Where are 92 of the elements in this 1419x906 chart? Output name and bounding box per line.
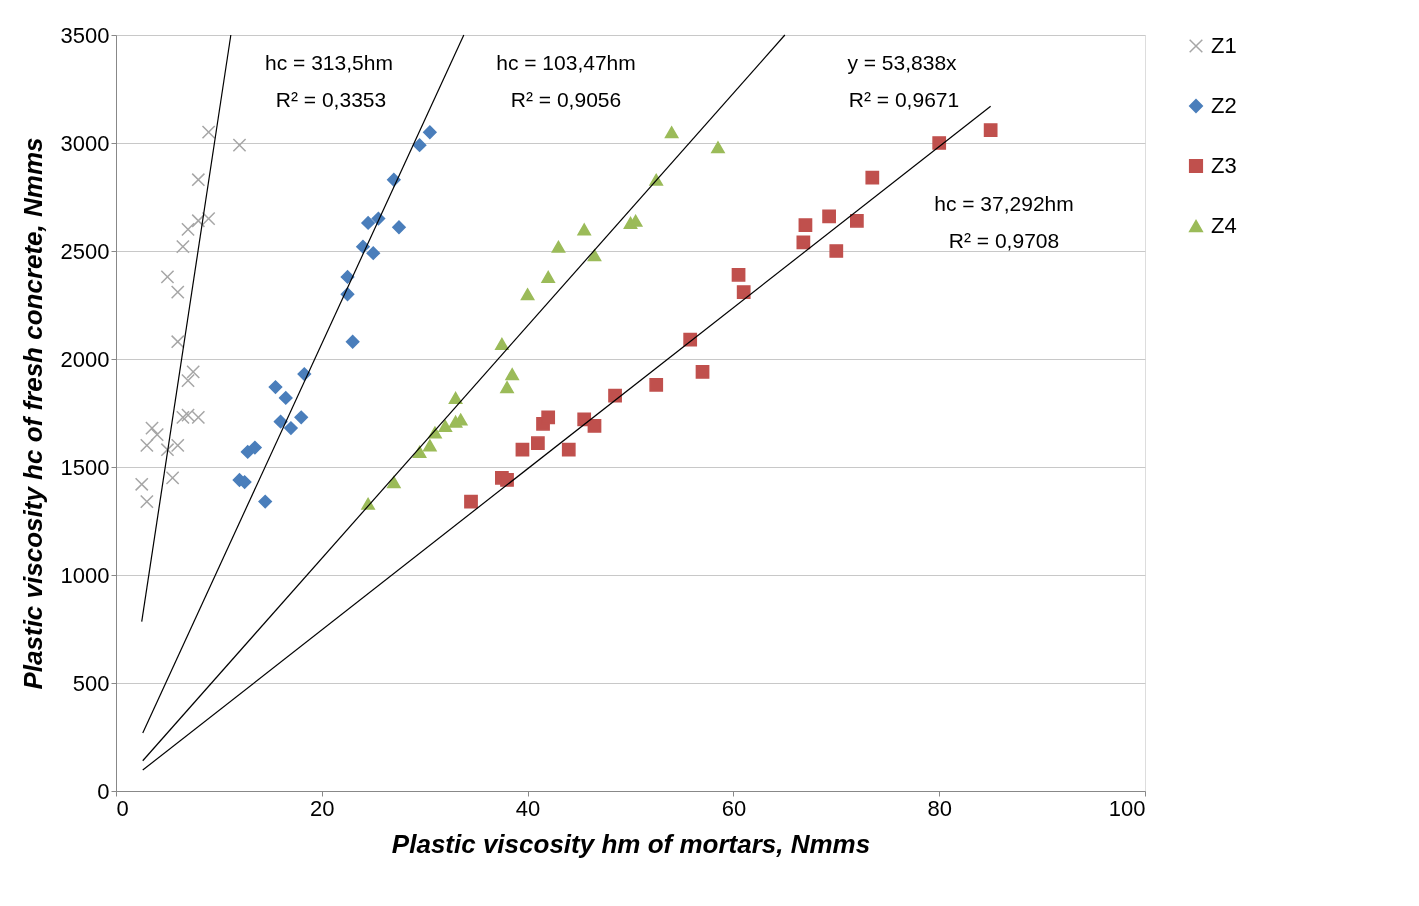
point <box>422 439 437 452</box>
point <box>608 388 622 403</box>
point <box>294 410 309 425</box>
point <box>170 285 185 299</box>
point <box>140 438 154 453</box>
point <box>201 125 216 140</box>
point <box>865 170 880 185</box>
point <box>520 288 535 301</box>
point <box>438 419 453 433</box>
point <box>531 436 545 451</box>
point <box>248 440 262 455</box>
point <box>340 270 355 284</box>
point <box>176 239 190 254</box>
point <box>422 125 437 140</box>
point <box>649 378 664 392</box>
point <box>495 337 509 350</box>
point <box>448 391 463 404</box>
point <box>366 246 381 261</box>
point <box>664 126 679 139</box>
legend-label: Z2 <box>1211 93 1237 118</box>
point <box>284 421 298 435</box>
point <box>515 442 530 457</box>
point <box>731 267 746 282</box>
point <box>500 473 514 487</box>
point <box>140 494 154 509</box>
point <box>541 410 556 425</box>
y-tick-label: 2500 <box>60 238 110 264</box>
point <box>181 373 195 388</box>
point <box>191 172 206 187</box>
point <box>796 235 811 250</box>
point <box>160 270 175 284</box>
x-tick-label: 20 <box>310 795 335 821</box>
point <box>551 240 566 253</box>
point <box>736 285 751 299</box>
point <box>345 334 360 349</box>
y-tick-label: 3000 <box>60 130 110 156</box>
point <box>278 391 293 405</box>
point <box>561 442 576 457</box>
point <box>822 209 836 224</box>
point <box>829 244 844 258</box>
point <box>500 381 514 394</box>
point <box>145 421 159 435</box>
point <box>386 476 401 489</box>
point <box>798 218 813 232</box>
point <box>541 270 556 283</box>
point <box>160 442 175 457</box>
y-tick-label: 1000 <box>60 562 110 588</box>
point <box>983 123 998 137</box>
point <box>587 419 602 433</box>
annotation: hc = 313,5hm <box>265 51 393 74</box>
point <box>181 222 195 237</box>
annotation: R² = 0,9056 <box>510 88 622 111</box>
point <box>392 220 406 235</box>
y-tick-label: 2000 <box>60 346 110 372</box>
point <box>268 380 283 394</box>
y-tick-label: 3500 <box>60 22 110 48</box>
x-tick-label: 0 <box>116 795 129 821</box>
x-tick-label: 80 <box>927 795 952 821</box>
point <box>134 477 149 492</box>
x-tick-label: 100 <box>1108 795 1146 821</box>
point <box>464 494 478 509</box>
point <box>361 216 375 230</box>
point <box>412 138 427 153</box>
annotation: R² = 0,9708 <box>948 229 1060 252</box>
point <box>273 414 288 429</box>
y-tick-label: 0 <box>97 778 110 804</box>
point <box>165 470 180 485</box>
x-axis-title: Plastic viscosity hm of mortars, Nmms <box>391 828 871 859</box>
point <box>232 138 247 153</box>
point <box>170 334 185 349</box>
y-tick-label: 500 <box>72 670 110 696</box>
annotation: hc = 103,47hm <box>496 51 636 74</box>
legend-label: Z4 <box>1211 213 1237 238</box>
x-tick-label: 60 <box>721 795 747 821</box>
point <box>695 365 710 379</box>
point <box>505 368 520 381</box>
point <box>258 494 273 509</box>
legend-label: Z3 <box>1211 153 1237 178</box>
point <box>577 223 592 236</box>
y-axis-title: Plastic viscosity hc of fresh concrete, Nmms <box>17 137 48 690</box>
annotation: R² = 0,3353 <box>275 88 387 111</box>
y-tick-label: 1500 <box>60 454 110 480</box>
legend-label: Z1 <box>1211 33 1237 58</box>
annotation: R² = 0,9671 <box>848 88 960 111</box>
point <box>150 427 165 442</box>
x-tick-label: 40 <box>515 795 541 821</box>
annotation: y = 53,838x <box>847 51 958 74</box>
point <box>170 438 185 453</box>
point <box>850 213 864 228</box>
annotation: hc = 37,292hm <box>934 192 1074 215</box>
point <box>711 141 725 154</box>
point <box>186 365 201 379</box>
